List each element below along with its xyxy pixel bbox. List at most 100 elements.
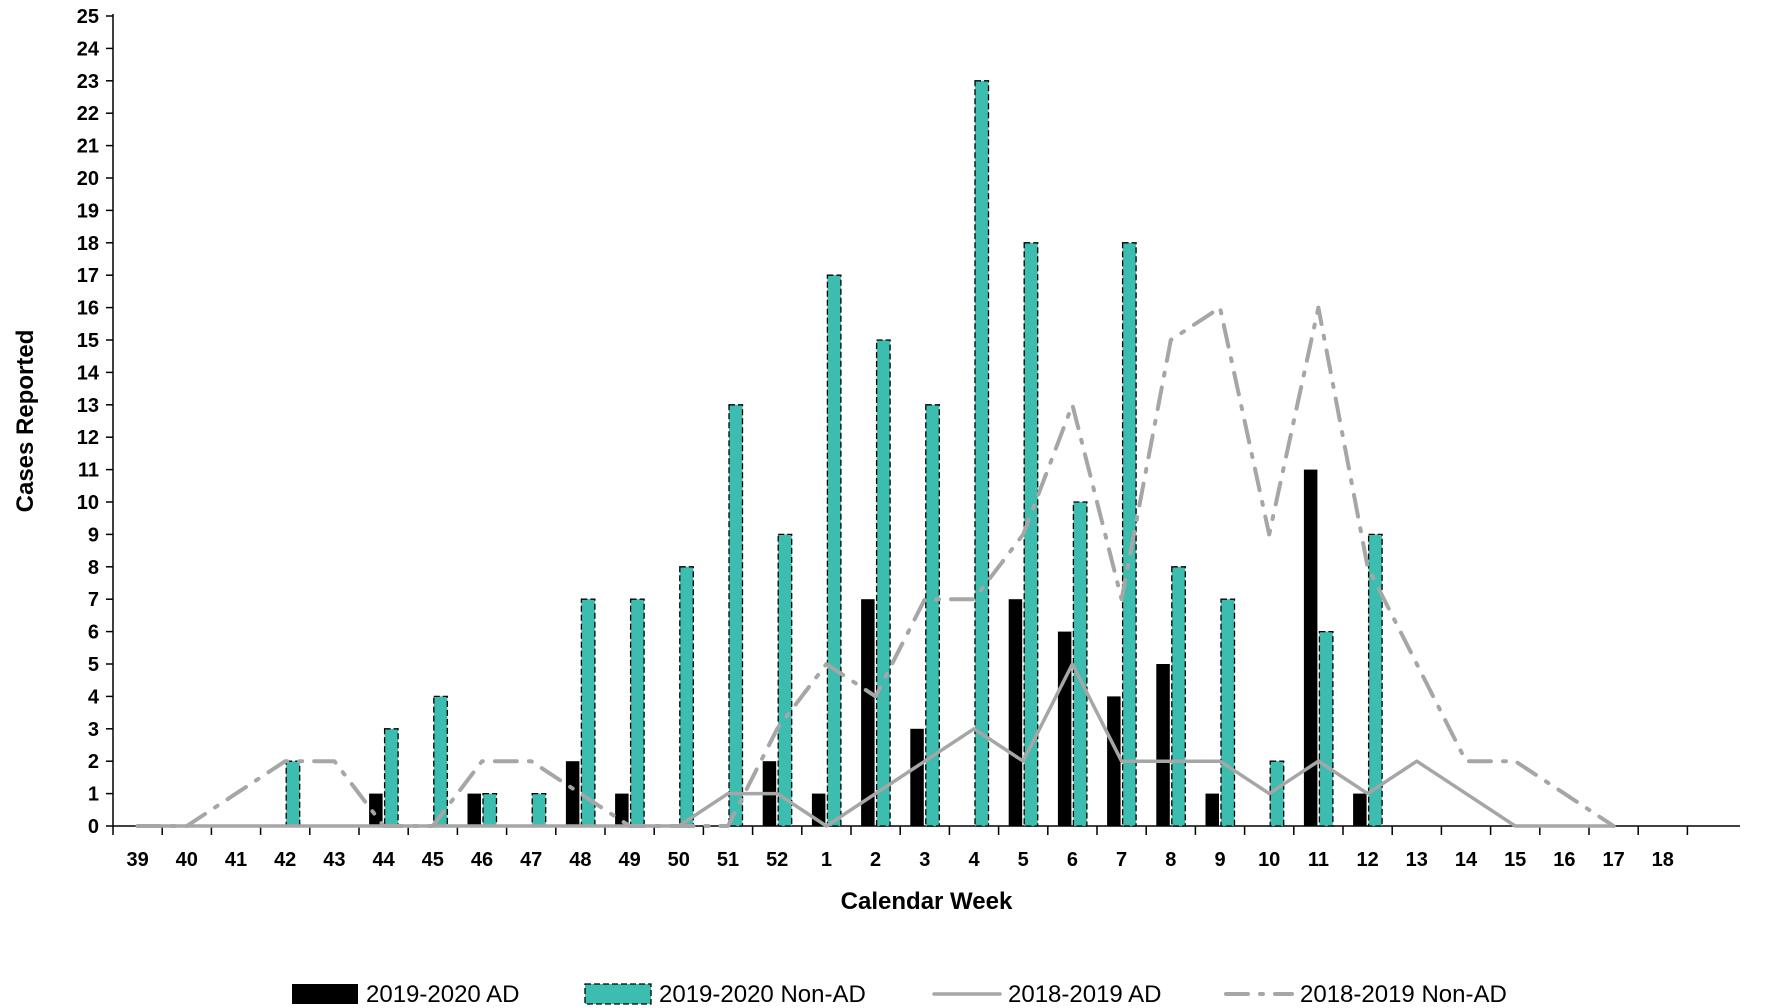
legend-item: 2018-2019 AD bbox=[932, 981, 1161, 1008]
y-tick-label: 1 bbox=[88, 784, 99, 806]
x-tick-label: 5 bbox=[1018, 849, 1029, 871]
x-tick-label: 9 bbox=[1214, 849, 1225, 871]
x-tick-label: 49 bbox=[618, 849, 640, 871]
x-axis-title: Calendar Week bbox=[841, 888, 1013, 915]
y-tick-label: 20 bbox=[77, 168, 99, 190]
x-tick-label: 45 bbox=[422, 849, 444, 871]
x-tick-label: 10 bbox=[1258, 849, 1280, 871]
y-tick-label: 15 bbox=[77, 330, 99, 352]
legend-swatch bbox=[292, 984, 358, 1004]
legend-swatch bbox=[584, 983, 652, 1005]
x-tick-label: 13 bbox=[1406, 849, 1428, 871]
x-tick-label: 11 bbox=[1308, 849, 1329, 871]
y-axis-title: Cases Reported bbox=[12, 330, 39, 513]
y-tick-label: 14 bbox=[77, 362, 100, 384]
legend-label: 2019-2020 Non-AD bbox=[659, 981, 866, 1008]
y-tick-label: 24 bbox=[77, 38, 100, 60]
y-tick-label: 13 bbox=[77, 395, 99, 417]
line-2018-2019-ad bbox=[135, 662, 1616, 828]
line-2018-2019-non-ad bbox=[135, 305, 1616, 828]
bar-2019-2020-non-ad bbox=[285, 760, 301, 827]
x-tick-label: 43 bbox=[323, 849, 345, 871]
x-tick-label: 1 bbox=[821, 849, 832, 871]
bar-2019-2020-ad bbox=[369, 793, 383, 826]
bar-2019-2020-ad bbox=[467, 793, 481, 826]
bar-2019-2020-non-ad bbox=[1318, 630, 1334, 827]
y-tick-label: 8 bbox=[88, 557, 99, 579]
x-tick-label: 44 bbox=[372, 849, 395, 871]
legend-item: 2019-2020 AD bbox=[292, 981, 519, 1008]
bar-2019-2020-ad bbox=[1156, 664, 1170, 826]
x-tick-label: 50 bbox=[668, 849, 690, 871]
x-tick-label: 2 bbox=[870, 849, 881, 871]
bar-2019-2020-non-ad bbox=[531, 792, 547, 827]
bar-2019-2020-ad bbox=[1353, 793, 1367, 826]
x-tick-label: 7 bbox=[1116, 849, 1127, 871]
plot-area: 0123456789101112131415161718192021222324… bbox=[77, 6, 1740, 871]
bar-2019-2020-non-ad bbox=[728, 404, 744, 827]
bar-2019-2020-ad bbox=[1303, 469, 1318, 826]
bar-2019-2020-non-ad bbox=[875, 339, 891, 827]
x-tick-label: 4 bbox=[968, 849, 980, 871]
y-tick-label: 18 bbox=[77, 233, 99, 255]
y-tick-label: 17 bbox=[77, 265, 99, 287]
bar-2019-2020-ad bbox=[1107, 696, 1121, 826]
x-tick-label: 3 bbox=[919, 849, 930, 871]
bar-2019-2020-non-ad bbox=[777, 533, 793, 827]
bar-2019-2020-non-ad bbox=[1171, 566, 1186, 827]
x-tick-label: 40 bbox=[176, 849, 198, 871]
y-tick-label: 23 bbox=[77, 71, 99, 93]
bar-2019-2020-non-ad bbox=[1121, 242, 1137, 827]
bar-2019-2020-non-ad bbox=[679, 566, 694, 827]
x-tick-label: 46 bbox=[471, 849, 493, 871]
bar-2019-2020-ad bbox=[861, 599, 875, 826]
x-tick-label: 15 bbox=[1504, 849, 1526, 871]
x-tick-label: 52 bbox=[766, 849, 788, 871]
legend-label: 2018-2019 AD bbox=[1008, 981, 1161, 1008]
y-tick-label: 11 bbox=[78, 460, 99, 482]
bar-2019-2020-non-ad bbox=[580, 598, 596, 827]
bar-2019-2020-non-ad bbox=[383, 728, 399, 827]
bar-2019-2020-ad bbox=[1057, 631, 1072, 826]
y-tick-label: 3 bbox=[88, 719, 99, 741]
bar-2019-2020-non-ad bbox=[826, 274, 842, 827]
y-tick-label: 10 bbox=[77, 492, 99, 514]
y-tick-label: 21 bbox=[77, 136, 99, 158]
bar-2019-2020-non-ad bbox=[433, 695, 448, 827]
x-tick-label: 42 bbox=[274, 849, 296, 871]
y-tick-label: 4 bbox=[88, 686, 100, 708]
legend-label: 2018-2019 Non-AD bbox=[1300, 981, 1507, 1008]
x-tick-label: 17 bbox=[1602, 849, 1624, 871]
x-tick-label: 48 bbox=[569, 849, 591, 871]
legend-item: 2019-2020 Non-AD bbox=[584, 981, 866, 1008]
x-tick-label: 18 bbox=[1652, 849, 1674, 871]
legend: 2019-2020 AD 2019-2020 Non-AD 2018-2019 AD… bbox=[292, 981, 1507, 1008]
x-tick-label: 16 bbox=[1553, 849, 1575, 871]
x-tick-label: 12 bbox=[1356, 849, 1378, 871]
bar-2019-2020-non-ad bbox=[1269, 760, 1285, 827]
y-tick-label: 25 bbox=[77, 6, 99, 28]
y-tick-label: 12 bbox=[77, 427, 99, 449]
y-tick-label: 0 bbox=[88, 816, 99, 838]
x-tick-label: 14 bbox=[1455, 849, 1478, 871]
bar-2019-2020-ad bbox=[910, 728, 924, 826]
bar-2019-2020-non-ad bbox=[1367, 533, 1383, 827]
y-tick-label: 16 bbox=[77, 298, 99, 320]
y-tick-label: 6 bbox=[88, 622, 99, 644]
bar-2019-2020-non-ad bbox=[1072, 501, 1088, 827]
bar-2019-2020-non-ad bbox=[1220, 598, 1236, 827]
y-tick-label: 5 bbox=[88, 654, 99, 676]
x-tick-label: 41 bbox=[225, 849, 247, 871]
legend-item: 2018-2019 Non-AD bbox=[1224, 981, 1507, 1008]
y-tick-label: 9 bbox=[88, 524, 99, 546]
x-tick-label: 39 bbox=[126, 849, 148, 871]
bar-2019-2020-ad bbox=[565, 761, 580, 826]
x-tick-label: 47 bbox=[520, 849, 542, 871]
y-tick-label: 2 bbox=[88, 751, 99, 773]
x-tick-label: 6 bbox=[1067, 849, 1078, 871]
bar-2019-2020-non-ad bbox=[925, 404, 940, 827]
bar-2019-2020-non-ad bbox=[629, 598, 645, 827]
y-tick-label: 7 bbox=[88, 589, 99, 611]
bar-2019-2020-ad bbox=[1008, 599, 1023, 826]
